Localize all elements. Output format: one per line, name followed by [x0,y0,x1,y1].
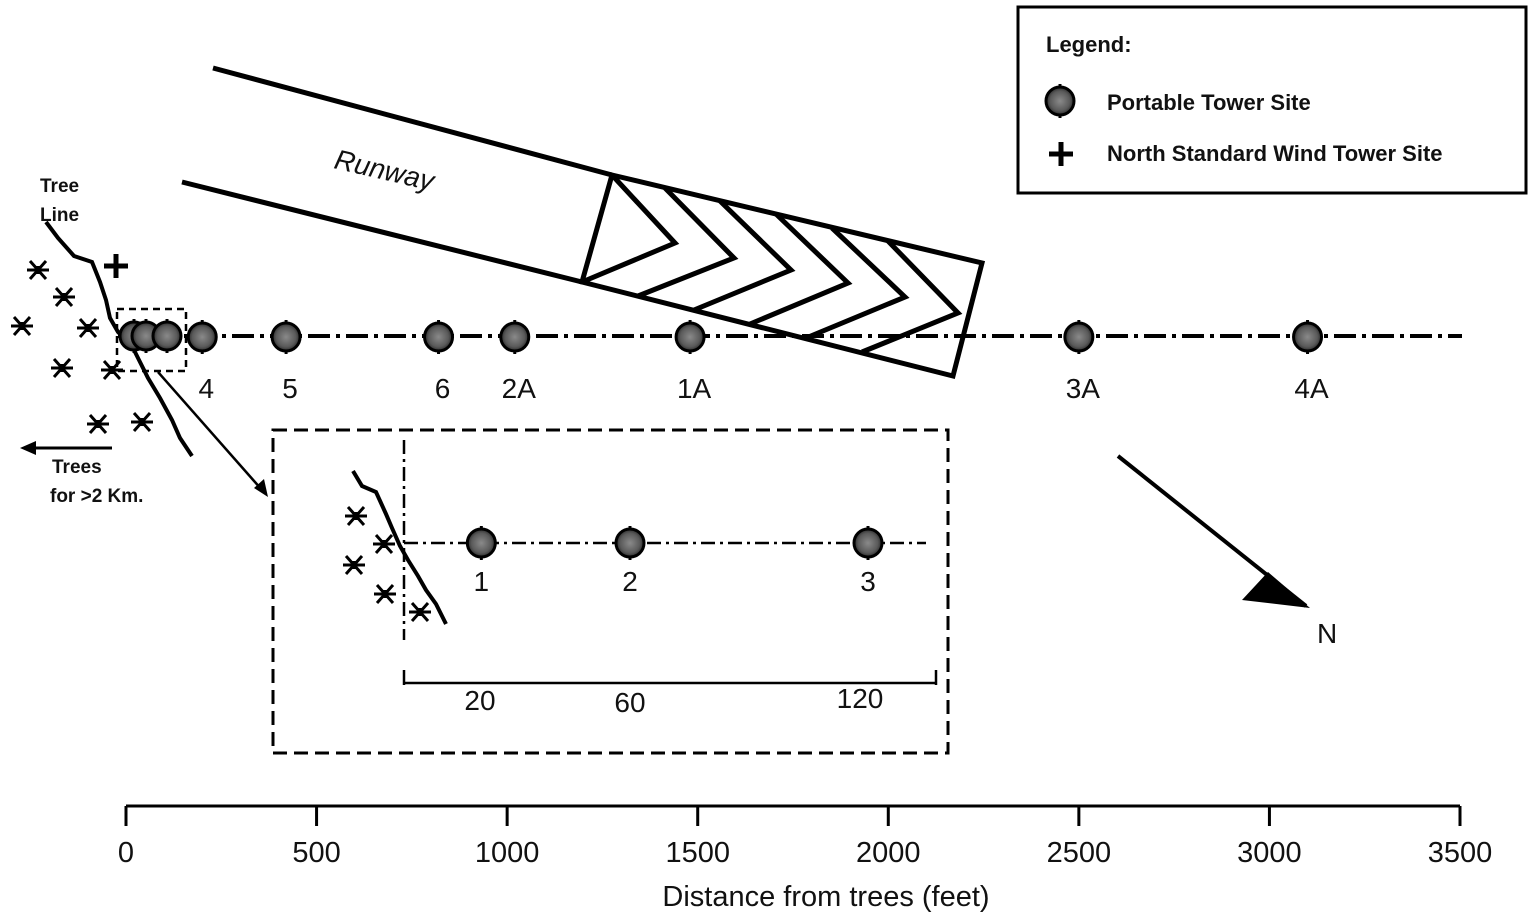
legend-portable-tower: Portable Tower Site [1107,90,1311,115]
axis-tick-label: 3000 [1237,837,1302,869]
tree-icon [75,317,101,339]
site-label: 5 [282,373,298,404]
north-tower-marker [104,254,128,278]
tower-icon [852,524,884,562]
axis-tick-label: 0 [118,837,134,869]
runway-chevrons [581,173,963,355]
inset-sites: 1 2 3 [465,524,884,597]
distance-axis: Distance from trees (feet) 0 500 1000 1500 2… [118,804,1493,913]
trees-label-2: for >2 Km. [50,486,143,507]
axis-tick-label: 2500 [1047,837,1112,869]
inset-site-label: 3 [860,566,876,597]
runway-label: Runway [332,144,439,197]
axis-tick-label: 2000 [856,837,921,869]
tower-icon [1063,318,1095,356]
tree-icon [9,315,35,337]
site-label: 3A [1066,373,1101,404]
runway-threshold [578,172,986,380]
inset: 1 2 3 20 60 120 [271,428,950,755]
plus-icon [1049,142,1073,166]
inset-site-label: 1 [474,566,490,597]
tree-icon [129,411,155,433]
tree-icon [341,554,367,576]
trees-direction: Trees for >2 Km. [20,441,143,507]
tree-line-label-1: Tree [40,176,79,197]
tower-icon [423,318,455,356]
north-arrow: N [1116,454,1337,649]
tree-line-label-2: Line [40,205,79,226]
axis-tick-label: 3500 [1428,837,1493,869]
site-label: 4 [198,373,214,404]
legend-north-tower: North Standard Wind Tower Site [1107,141,1443,166]
legend: Legend: Portable Tower Site North Standa… [1016,5,1528,195]
tower-icon [499,318,531,356]
inset-tick-label: 20 [464,685,495,716]
tree-icon [51,286,77,308]
axis-title: Distance from trees (feet) [662,881,989,913]
axis-tick-label: 1500 [665,837,730,869]
site-label: 4A [1294,373,1329,404]
tower-icon [151,317,183,355]
inset-callout [115,307,268,497]
tree-icon [372,583,398,605]
north-label: N [1317,618,1337,649]
runway: Runway [181,65,986,380]
inset-tick-label: 120 [837,683,884,714]
site-label: 6 [435,373,451,404]
tower-icon [674,318,706,356]
tree-icon [371,533,397,555]
tower-icon [614,524,646,562]
tree-icon [49,357,75,379]
tree-icon [343,505,369,527]
inset-scale: 20 60 120 [402,670,938,718]
main-inset-sites [118,317,183,355]
tower-icon [1044,82,1076,120]
site-label: 1A [677,373,712,404]
tower-icon [186,318,218,356]
legend-title: Legend: [1046,32,1132,57]
axis-tick-label: 1000 [475,837,540,869]
inset-tick-label: 60 [614,687,645,718]
tree-line: Tree Line [40,176,194,458]
tower-icon [270,318,302,356]
axis-tick-label: 500 [292,837,340,869]
tree-icon [25,259,51,281]
tower-icon [1292,318,1324,356]
tree-icon [85,413,111,435]
trees-label-1: Trees [52,457,102,478]
tree-icon [407,601,433,623]
site-label: 2A [502,373,537,404]
inset-site-label: 2 [622,566,638,597]
tower-icon [465,524,497,562]
main-sites: 4 5 6 2A 1A 3A 4A [186,318,1329,404]
